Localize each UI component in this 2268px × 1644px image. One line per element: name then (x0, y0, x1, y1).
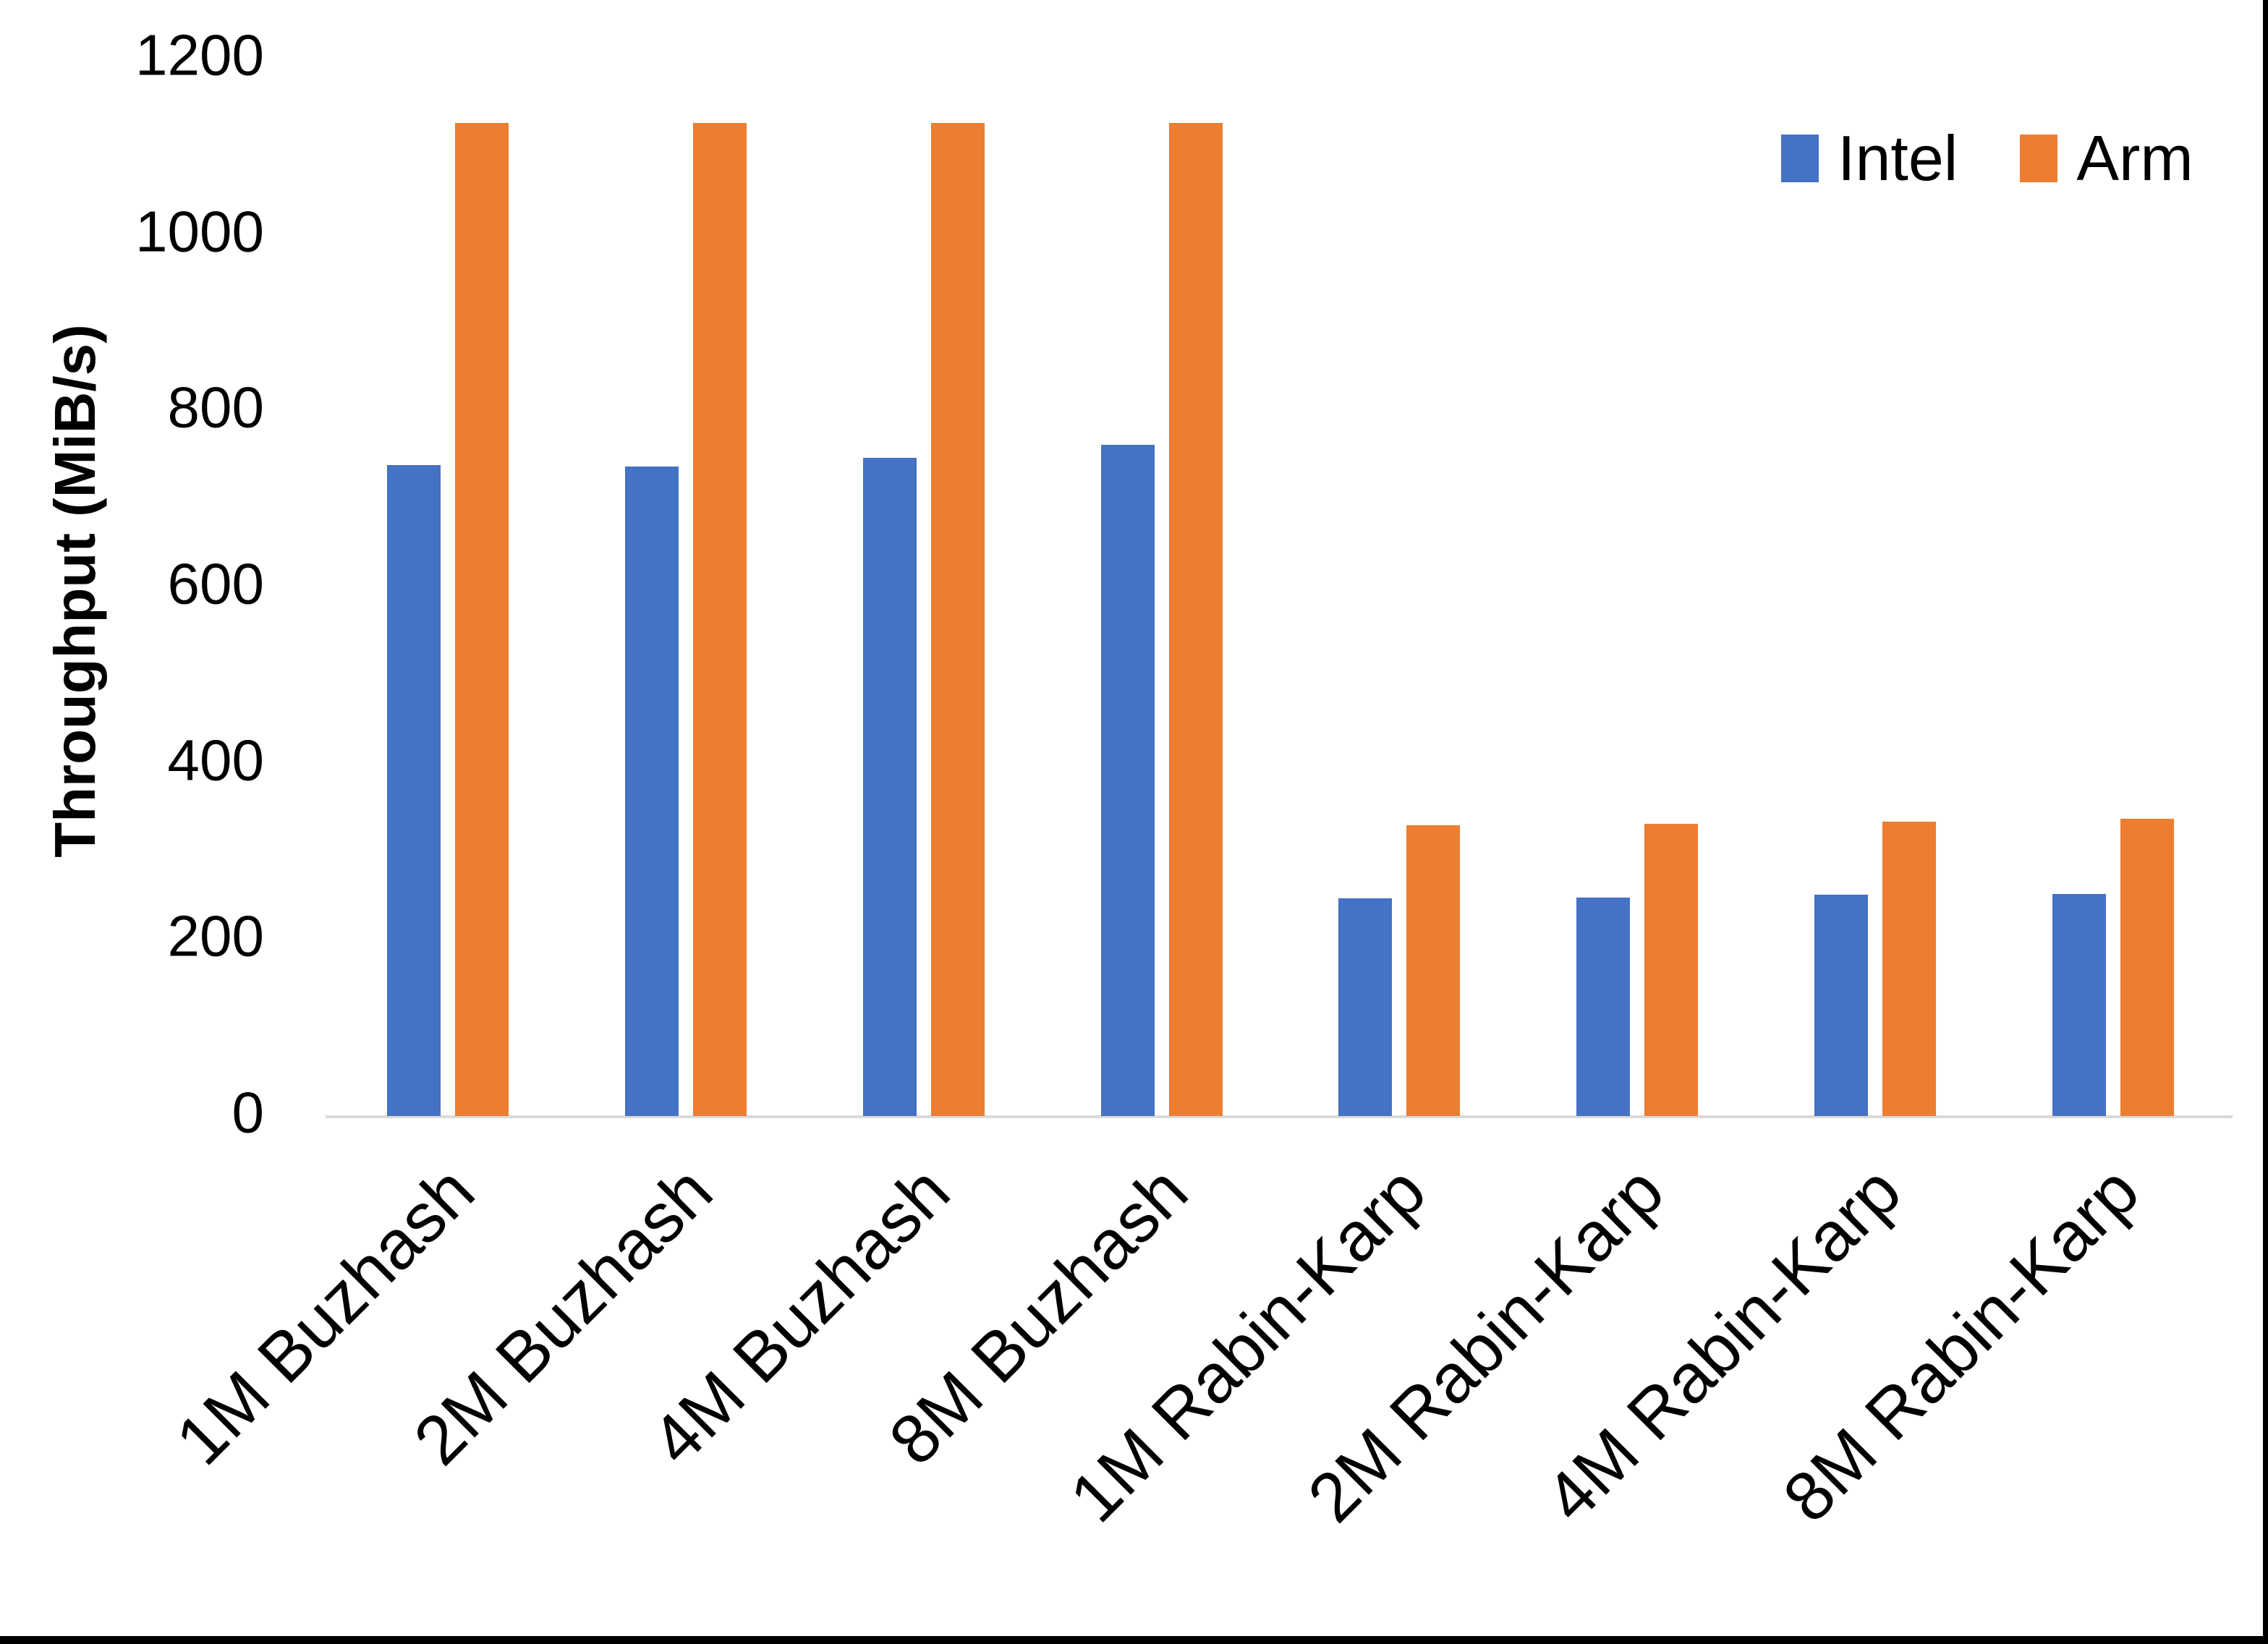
legend-swatch-arm (2020, 135, 2058, 182)
y-tick-label: 600 (167, 551, 264, 616)
bar-intel-3 (862, 457, 917, 1116)
bar-intel-4 (1100, 444, 1155, 1116)
bar-arm-7 (1882, 822, 1936, 1116)
bar-intel-8 (2052, 893, 2106, 1116)
bar-arm-3 (930, 122, 985, 1116)
bar-arm-8 (2120, 819, 2174, 1116)
bar-intel-1 (387, 464, 441, 1116)
screenshot-bottom-border (0, 1636, 2268, 1644)
bar-intel-2 (625, 467, 679, 1116)
x-axis-line (326, 1115, 2233, 1118)
bar-arm-1 (455, 122, 509, 1116)
bar-arm-5 (1406, 825, 1461, 1116)
y-tick-label: 1000 (135, 198, 264, 263)
y-tick-label: 1200 (135, 22, 264, 88)
bar-intel-6 (1576, 897, 1631, 1116)
y-tick-label: 0 (232, 1080, 265, 1145)
bar-intel-7 (1814, 895, 1868, 1116)
legend-label: Arm (2076, 122, 2193, 194)
bar-intel-5 (1338, 898, 1393, 1116)
legend-swatch-intel (1781, 135, 1819, 182)
y-tick-label: 400 (167, 727, 264, 792)
screenshot-right-border (2263, 0, 2268, 1644)
bar-arm-4 (1168, 122, 1223, 1116)
bar-arm-2 (693, 122, 747, 1116)
y-axis-title: Throughput (MiB/s) (43, 324, 107, 858)
bar-arm-6 (1644, 823, 1699, 1116)
legend: Intel Arm (1781, 122, 2193, 195)
y-tick-label: 200 (167, 903, 264, 968)
y-tick-label: 800 (167, 375, 264, 440)
legend-item-intel: Intel (1781, 122, 1958, 195)
legend-label: Intel (1838, 122, 1958, 194)
legend-item-arm: Arm (2020, 122, 2193, 195)
